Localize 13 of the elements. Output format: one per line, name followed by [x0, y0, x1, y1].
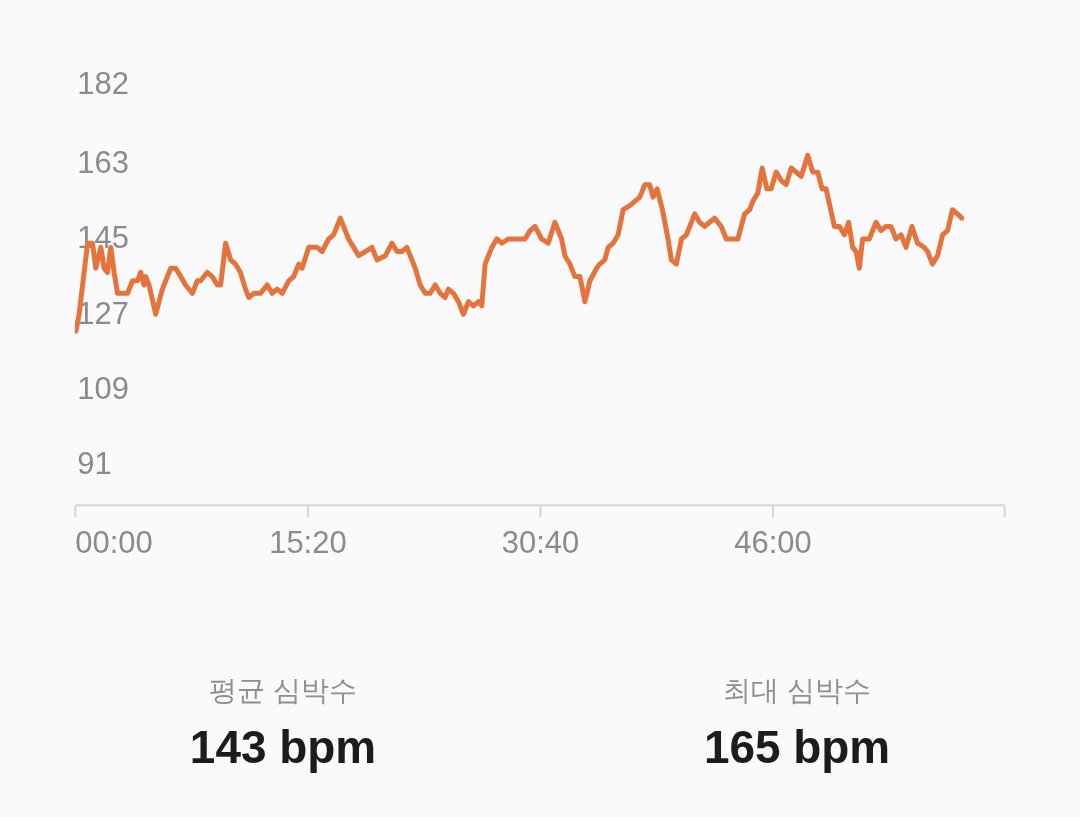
text: 평균 심박수	[209, 675, 357, 707]
y-tick-label: 163	[77, 145, 129, 181]
x-tick-label: 15:20	[269, 525, 347, 561]
x-tick-label: 30:40	[501, 525, 580, 561]
text: 165 bpm	[703, 721, 891, 774]
y-tick-label: 182	[77, 65, 129, 101]
y-tick-label: 109	[77, 370, 129, 406]
x-tick-label: 46:00	[734, 525, 812, 561]
y-tick-label: 91	[77, 446, 112, 482]
text: 최대 심박수	[723, 675, 871, 707]
line-series	[74, 152, 965, 334]
x-tick-label: 00:00	[75, 525, 153, 561]
text: 143 bpm	[189, 721, 377, 774]
